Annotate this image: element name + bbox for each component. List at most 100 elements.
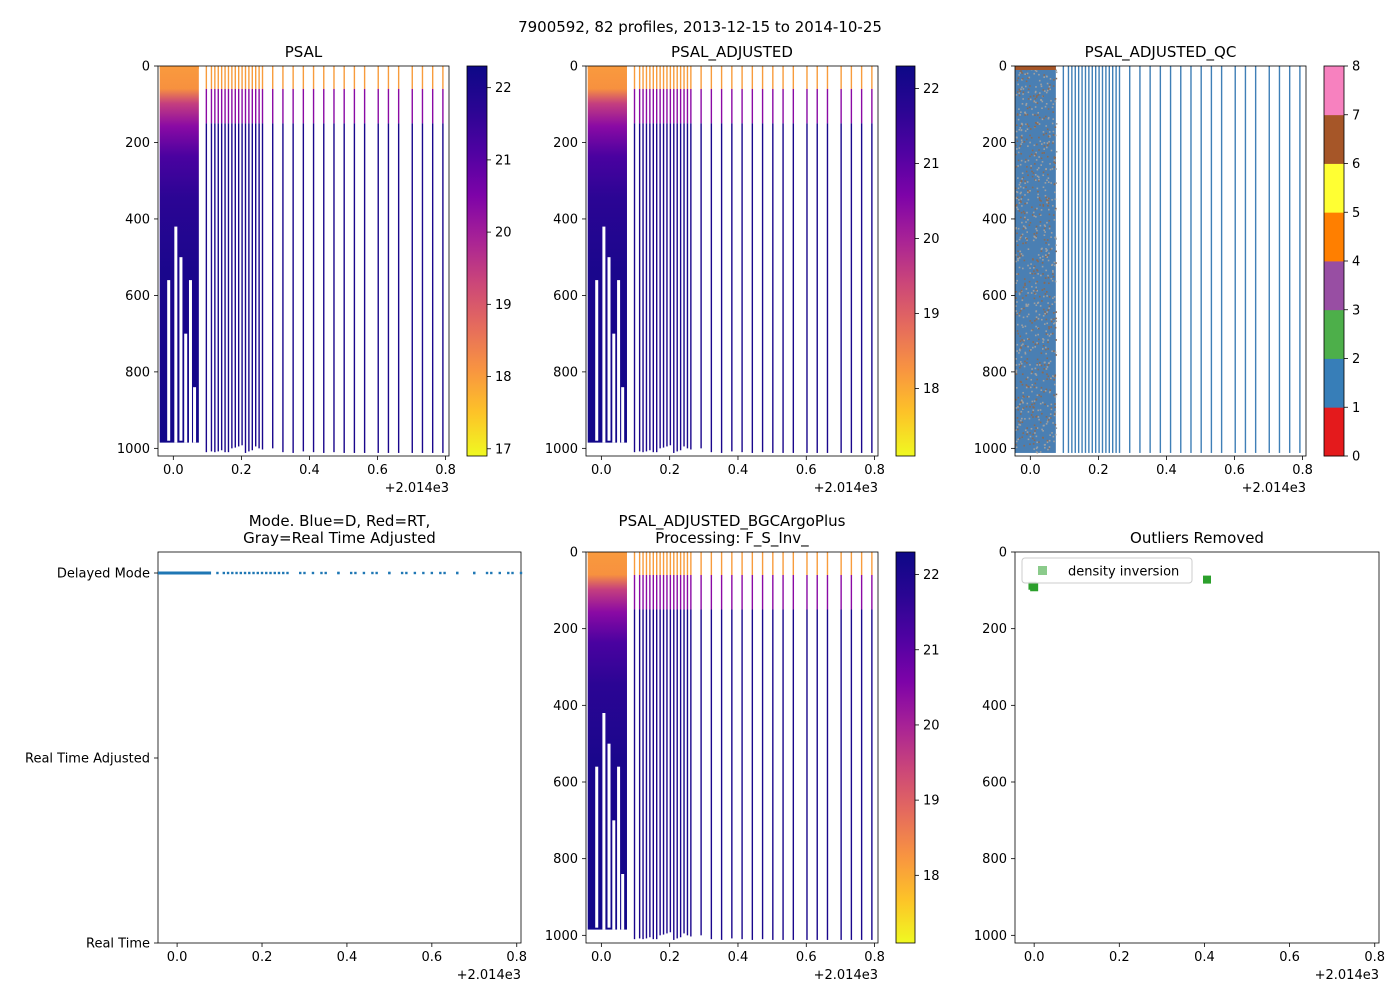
y-tick-label: 0 bbox=[999, 546, 1007, 561]
qc-speckle bbox=[1023, 212, 1026, 215]
qc-speckle bbox=[1031, 368, 1033, 370]
qc-speckle bbox=[1039, 305, 1042, 307]
profile-surface bbox=[871, 66, 873, 89]
profile-surface bbox=[642, 552, 644, 575]
qc-speckle bbox=[1016, 244, 1019, 246]
qc-speckle bbox=[1043, 390, 1045, 393]
qc-speckle bbox=[1026, 113, 1029, 116]
qc-speckle bbox=[1046, 144, 1049, 147]
qc-speckle bbox=[1035, 215, 1037, 218]
qc-speckle bbox=[1042, 131, 1045, 133]
qc-speckle bbox=[1035, 386, 1038, 389]
profile-mid bbox=[761, 575, 764, 610]
qc-speckle bbox=[1035, 398, 1038, 401]
qc-speckle bbox=[1032, 239, 1035, 242]
qc-speckle bbox=[1054, 433, 1057, 436]
qc-speckle bbox=[1031, 285, 1033, 288]
qc-profile-line bbox=[1288, 66, 1291, 453]
qc-speckle bbox=[1025, 294, 1027, 297]
qc-speckle bbox=[1041, 100, 1044, 103]
profile-surface bbox=[387, 66, 390, 89]
profile-mid bbox=[662, 575, 665, 610]
profile-surface bbox=[669, 66, 672, 89]
profile-deep bbox=[751, 609, 754, 940]
qc-speckle bbox=[1047, 108, 1050, 110]
qc-speckle bbox=[1041, 118, 1044, 121]
profile-surface bbox=[792, 66, 795, 89]
qc-speckle bbox=[1016, 240, 1018, 243]
qc-speckle bbox=[1019, 236, 1022, 239]
qc-speckle bbox=[1047, 173, 1049, 176]
profile-mid bbox=[343, 88, 345, 124]
qc-speckle bbox=[1053, 156, 1056, 158]
qc-speckle bbox=[1019, 335, 1022, 338]
qc-speckle bbox=[1054, 396, 1057, 398]
qc-speckle bbox=[1020, 356, 1023, 358]
qc-speckle bbox=[1048, 252, 1050, 255]
qc-speckle bbox=[1016, 113, 1019, 115]
qc-speckle bbox=[1015, 203, 1018, 206]
colorbar-tick-label: 22 bbox=[923, 568, 940, 583]
colorbar-tick-label: 0 bbox=[1352, 450, 1360, 465]
qc-speckle bbox=[1017, 165, 1019, 167]
qc-speckle bbox=[1015, 291, 1018, 293]
profile-deep bbox=[642, 123, 644, 453]
profile-deep bbox=[217, 123, 219, 452]
qc-speckle bbox=[1048, 326, 1050, 328]
qc-speckle bbox=[1033, 302, 1036, 305]
y-tick-label: 200 bbox=[982, 622, 1007, 637]
qc-speckle bbox=[1018, 147, 1021, 149]
qc-speckle bbox=[1034, 97, 1037, 100]
qc-speckle bbox=[1018, 199, 1020, 201]
qc-speckle bbox=[1018, 257, 1021, 259]
profile-mid bbox=[333, 88, 335, 124]
qc-speckle bbox=[1055, 317, 1057, 320]
data-gap bbox=[595, 280, 599, 441]
qc-speckle bbox=[1017, 118, 1020, 121]
profile-surface bbox=[673, 552, 675, 575]
qc-speckle bbox=[1017, 177, 1019, 179]
profile-deep bbox=[638, 609, 641, 939]
profile-mid bbox=[652, 88, 654, 124]
profile-surface bbox=[792, 552, 795, 575]
data-gap bbox=[188, 280, 192, 444]
qc-surface-flag bbox=[1015, 66, 1056, 70]
qc-speckle bbox=[1039, 409, 1042, 411]
qc-speckle bbox=[1035, 96, 1038, 98]
qc-speckle bbox=[1021, 436, 1024, 438]
qc-speckle bbox=[1028, 224, 1031, 226]
axes-frame-bgc bbox=[585, 551, 879, 944]
profile-mid bbox=[633, 575, 636, 610]
qc-speckle bbox=[1019, 127, 1021, 129]
qc-speckle bbox=[1035, 286, 1037, 289]
profile-deep bbox=[214, 123, 216, 453]
data-gap bbox=[607, 257, 611, 441]
profile-mid bbox=[669, 575, 672, 610]
profile-surface bbox=[666, 66, 668, 89]
qc-speckle bbox=[1030, 167, 1032, 169]
axes-frame-psal bbox=[157, 65, 450, 457]
qc-speckle bbox=[1048, 362, 1051, 364]
qc-speckle bbox=[1024, 360, 1026, 363]
qc-speckle bbox=[1037, 180, 1040, 182]
data-gap bbox=[612, 333, 616, 443]
qc-speckle bbox=[1046, 142, 1049, 144]
profile-mid bbox=[710, 575, 713, 610]
profile-surface bbox=[255, 66, 257, 89]
qc-speckle bbox=[1034, 432, 1036, 434]
profile-columns-psal_adj bbox=[587, 66, 873, 453]
profile-surface bbox=[673, 66, 675, 89]
qc-speckle bbox=[1019, 346, 1022, 349]
qc-speckle bbox=[1017, 77, 1020, 79]
qc-speckle bbox=[1035, 235, 1037, 238]
qc-speckle bbox=[1052, 318, 1055, 320]
qc-speckle bbox=[1022, 286, 1025, 289]
profile-mid bbox=[666, 575, 668, 610]
profile-mid bbox=[377, 88, 379, 124]
qc-speckle bbox=[1048, 447, 1051, 449]
qc-speckle bbox=[1022, 254, 1024, 257]
profile-deep bbox=[234, 123, 236, 448]
mode-point bbox=[388, 571, 391, 575]
qc-speckle bbox=[1049, 78, 1052, 80]
